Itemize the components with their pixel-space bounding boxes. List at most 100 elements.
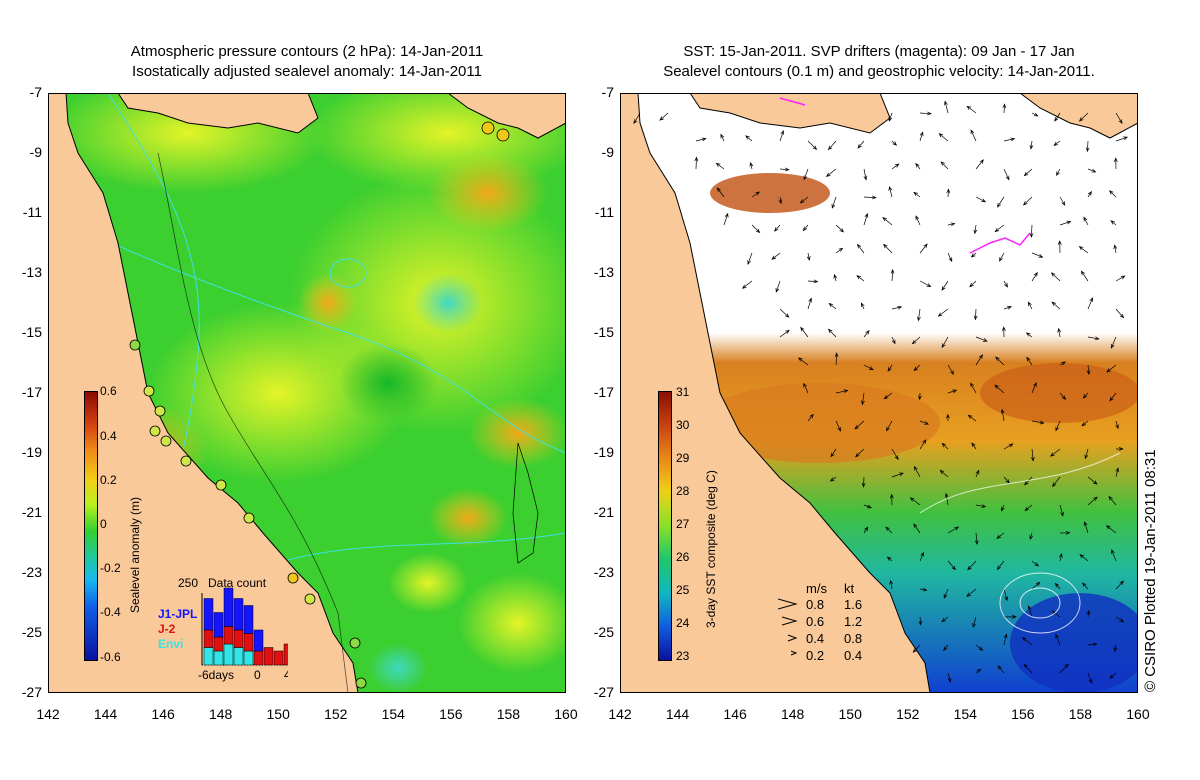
- solomon-land: [447, 93, 566, 139]
- velocity-arrow: [888, 186, 893, 198]
- velocity-arrow: [975, 196, 987, 203]
- svp-drifter-track: [779, 97, 806, 106]
- velocity-arrow: [860, 302, 865, 310]
- velocity-arrow: [1003, 588, 1008, 602]
- csiro-credit: © CSIRO Plotted 19-Jan-2011 08:31: [1142, 449, 1159, 692]
- longitude-tick-label: 146: [151, 706, 175, 722]
- velocity-arrow: [751, 224, 761, 234]
- velocity-arrow: [997, 196, 1005, 208]
- histogram-bar: [223, 643, 234, 666]
- velocity-arrow: [747, 252, 753, 265]
- histogram-bar: [233, 598, 244, 631]
- velocity-arrow: [975, 336, 988, 342]
- velocity-arrow: [943, 588, 949, 599]
- velocity-arrow: [891, 140, 898, 146]
- latitude-tick-label: -25: [21, 624, 42, 640]
- velocity-arrow: [741, 280, 753, 289]
- velocity-arrow: [919, 587, 928, 592]
- png-land: [689, 93, 891, 134]
- velocity-arrow: [967, 414, 977, 422]
- velocity-arrow: [994, 224, 1005, 233]
- velocity-arrow: [1003, 168, 1010, 181]
- velocity-arrow: [863, 526, 869, 534]
- velocity-arrow: [1021, 636, 1033, 646]
- sst-cb-tick: 23: [676, 649, 690, 663]
- velocity-arrow: [911, 336, 921, 345]
- velocity-arrow: [1031, 560, 1040, 567]
- histogram-bar: [253, 650, 264, 666]
- velocity-arrow: [1109, 392, 1117, 402]
- velocity-arrow: [888, 112, 893, 122]
- velocity-arrow: [891, 163, 900, 170]
- velocity-arrow: [947, 222, 956, 227]
- latitude-tick-label: -25: [593, 624, 614, 640]
- velocity-arrow: [919, 439, 927, 450]
- velocity-arrow: [863, 364, 874, 371]
- histogram-bar: [203, 629, 214, 648]
- velocity-arrow: [807, 140, 818, 151]
- sla-colorbar-label: Sealevel anomaly (m): [128, 496, 142, 613]
- velocity-arrow: [1110, 336, 1117, 349]
- velocity-arrow: [1026, 356, 1033, 366]
- velocity-arrow: [913, 364, 921, 372]
- velocity-arrow: [997, 665, 1005, 674]
- latitude-tick-label: -9: [29, 144, 42, 160]
- velocity-arrow: [825, 168, 837, 177]
- velocity-arrow: [943, 644, 949, 652]
- velocity-arrow: [938, 133, 949, 142]
- velocity-arrow: [827, 328, 837, 338]
- velocity-arrow: [941, 442, 949, 450]
- latitude-tick-label: -17: [593, 384, 614, 400]
- velocity-arrow: [774, 224, 781, 232]
- sla-cb-tick: -0.4: [100, 605, 121, 619]
- velocity-arrow: [975, 644, 984, 651]
- sla-cb-tick: -0.2: [100, 561, 121, 575]
- velocity-arrow: [1051, 301, 1061, 310]
- velocity-arrow: [966, 105, 977, 114]
- velocity-legend-ms: 0.6: [806, 614, 824, 629]
- velocity-arrow: [999, 252, 1005, 262]
- velocity-legend-ms: 0.8: [806, 597, 824, 612]
- velocity-arrow: [944, 492, 949, 506]
- velocity-arrow: [919, 280, 932, 287]
- velocity-arrow: [889, 493, 894, 506]
- velocity-arrow: [1079, 554, 1089, 562]
- velocity-arrow: [1085, 140, 1090, 153]
- histogram-x-label: -6days: [198, 668, 234, 682]
- histogram-title: Data count: [208, 576, 267, 590]
- longitude-tick-label: 148: [780, 706, 805, 722]
- velocity-arrow: [973, 224, 978, 235]
- velocity-arrow: [947, 252, 953, 263]
- velocity-arrow: [891, 336, 896, 345]
- velocity-arrow: [1057, 327, 1062, 338]
- legend-envi: Envi: [158, 637, 183, 651]
- velocity-arrow: [1082, 582, 1089, 590]
- velocity-arrow: [1031, 420, 1045, 425]
- velocity-arrow: [996, 560, 1005, 571]
- velocity-arrow: [1003, 633, 1008, 646]
- sla-cb-tick: 0: [100, 517, 107, 531]
- velocity-arrow: [1087, 672, 1093, 684]
- velocity-arrow: [947, 389, 958, 394]
- sst-colorbar: [658, 391, 672, 661]
- velocity-arrow: [970, 382, 977, 394]
- velocity-arrow: [1053, 140, 1061, 146]
- velocity-arrow: [835, 420, 841, 432]
- velocity-arrow: [975, 159, 984, 170]
- velocity-arrow: [946, 413, 950, 422]
- velocity-arrow: [1059, 504, 1064, 517]
- latitude-tick-label: -27: [21, 684, 42, 700]
- velocity-arrow: [975, 354, 983, 366]
- velocity-arrow: [1024, 504, 1033, 512]
- velocity-arrow: [723, 212, 729, 226]
- velocity-arrow: [974, 532, 979, 546]
- velocity-arrow: [947, 526, 960, 534]
- latitude-tick-label: -15: [593, 324, 614, 340]
- velocity-arrow: [1111, 549, 1117, 562]
- velocity-arrow: [1003, 137, 1016, 142]
- velocity-arrow: [919, 131, 924, 142]
- latitude-tick-label: -23: [21, 564, 42, 580]
- velocity-arrow: [889, 579, 894, 590]
- latitude-tick-label: -15: [21, 324, 42, 340]
- velocity-arrow: [966, 588, 977, 597]
